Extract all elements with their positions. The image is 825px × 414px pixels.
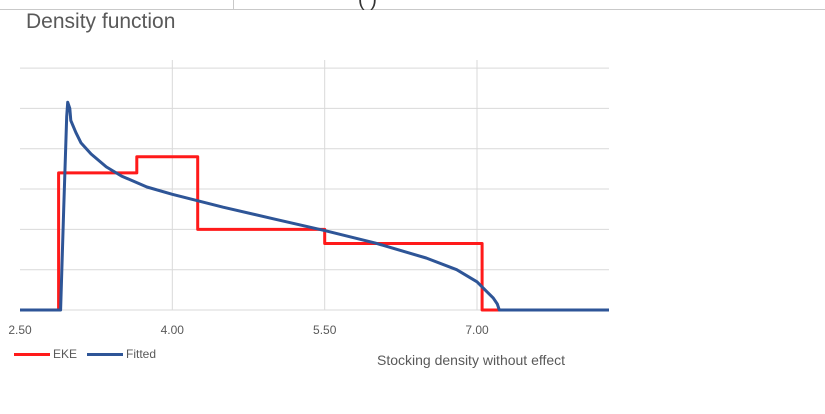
header-column-divider — [233, 0, 234, 10]
legend-item-eke: EKE — [14, 347, 77, 361]
x-tick-label-1: 4.00 — [161, 323, 185, 337]
gridlines — [20, 60, 609, 311]
header-cropped-text: ( ) — [358, 0, 377, 11]
series-line-eke — [20, 155, 609, 312]
top-cropped-header: ( ) — [0, 0, 825, 12]
legend-item-fitted: Fitted — [87, 347, 156, 361]
x-axis-ticks: 2.50 4.00 5.50 7.00 — [8, 323, 489, 337]
legend-label-fitted: Fitted — [126, 347, 157, 361]
x-axis-label: Stocking density without effect — [377, 352, 566, 368]
chart-series — [20, 100, 609, 312]
x-tick-label-0: 2.50 — [8, 323, 32, 337]
legend-swatch-eke — [14, 352, 50, 356]
header-divider-line — [0, 9, 825, 10]
series-line-fitted — [20, 100, 609, 312]
legend-swatch-fitted — [87, 352, 124, 356]
x-tick-label-2: 5.50 — [313, 323, 337, 337]
chart-title: Density function — [26, 10, 176, 33]
chart-legend: EKE Fitted — [14, 347, 166, 361]
x-tick-label-3: 7.00 — [465, 323, 489, 337]
legend-label-eke: EKE — [53, 347, 78, 361]
